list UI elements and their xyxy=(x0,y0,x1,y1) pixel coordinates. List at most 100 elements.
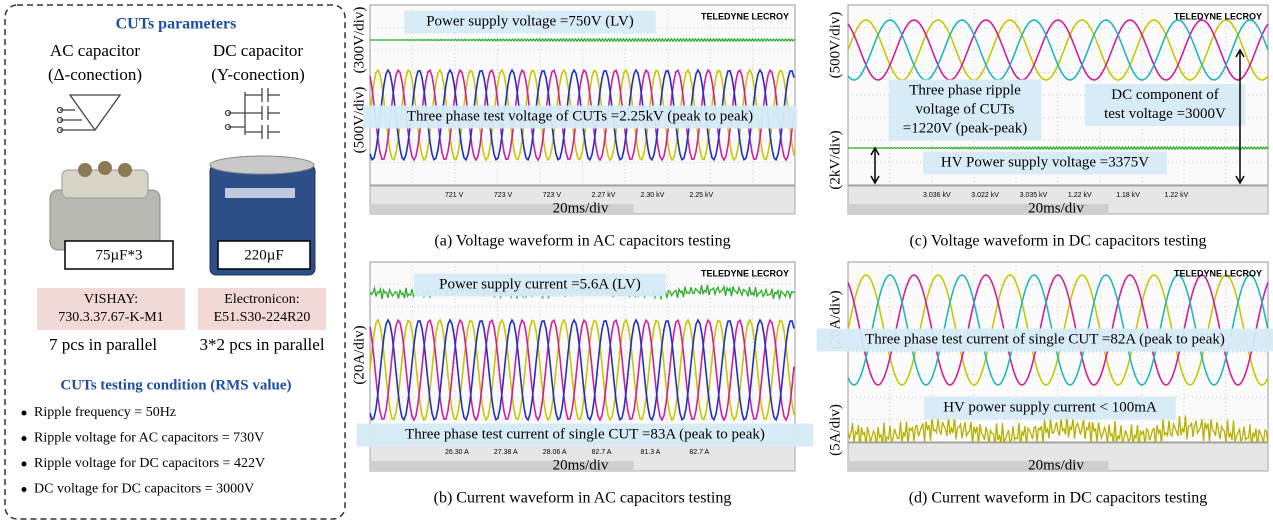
annotation: Three phase ripple xyxy=(909,82,1021,98)
annotation-box xyxy=(363,105,797,129)
annotation-box xyxy=(923,151,1167,175)
annotation: voltage of CUTs xyxy=(916,101,1015,117)
bullet xyxy=(21,410,27,416)
measure-value: 2.27 kV xyxy=(592,192,616,199)
ac-value: 75µF*3 xyxy=(96,247,143,263)
ac-capacitor-photo xyxy=(49,161,161,251)
measure-value: 2.30 kV xyxy=(641,192,665,199)
ac-connection: (Δ-conection) xyxy=(48,65,142,84)
y-scale-label: (20A/div) xyxy=(351,325,367,384)
waveform xyxy=(369,68,795,162)
measure-value: 1.22 kV xyxy=(1165,192,1189,199)
channel-strip xyxy=(370,461,634,471)
annotation-box xyxy=(414,273,666,297)
measure-value: 82.7 A xyxy=(592,449,612,456)
condition: Ripple frequency = 50Hz xyxy=(34,405,176,420)
ac-maker-box xyxy=(37,288,185,330)
arrow-head xyxy=(1235,48,1245,58)
panel-caption: (c) Voltage waveform in DC capacitors te… xyxy=(909,233,1206,250)
dc-maker: Electronicon: xyxy=(224,292,299,307)
annotation-box xyxy=(924,396,1176,420)
y-scale-label: (500V/div) xyxy=(827,12,843,79)
condition-title: CUTs testing condition (RMS value) xyxy=(60,377,291,393)
arrow-head xyxy=(1235,175,1245,185)
condition: DC voltage for DC capacitors = 3000V xyxy=(34,482,254,497)
waveform xyxy=(369,68,795,162)
dc-value-box xyxy=(217,240,311,270)
panel-caption: (b) Current waveform in AC capacitors te… xyxy=(434,490,732,507)
annotation-box xyxy=(888,79,1042,141)
scope-brand: TELEDYNE LECROY xyxy=(701,268,789,278)
panel-caption: (a) Voltage waveform in AC capacitors te… xyxy=(434,233,730,250)
time-scale: 20ms/div xyxy=(553,457,609,473)
bullet xyxy=(21,461,27,467)
time-scale: 20ms/div xyxy=(1028,200,1084,216)
waveform xyxy=(848,145,1269,151)
dc-value: 220µF xyxy=(244,247,284,263)
waveform xyxy=(847,274,1269,386)
ac-maker: 730.3.37.67-K-M1 xyxy=(58,310,163,325)
dc-maker-box xyxy=(198,288,326,330)
y-scale-label: (5A/div) xyxy=(827,404,843,456)
ac-label: AC capacitor xyxy=(50,41,140,60)
scope-brand: TELEDYNE LECROY xyxy=(1174,268,1262,278)
time-scale: 20ms/div xyxy=(1028,457,1084,473)
measure-value: 26.30 A xyxy=(445,449,469,456)
panel-caption: (d) Current waveform in DC capacitors te… xyxy=(909,490,1208,507)
annotation: Three phase test voltage of CUTs =2.25kV… xyxy=(407,108,753,124)
bullet xyxy=(21,487,27,492)
measure-value: 1.18 kV xyxy=(1116,192,1140,199)
section-title: CUTs parameters xyxy=(116,16,237,33)
waveform xyxy=(847,413,1269,450)
measure-value: 721 V xyxy=(445,192,464,199)
measure-value: 81.3 A xyxy=(641,449,661,456)
measure-value: 3.036 kV xyxy=(923,192,951,199)
dc-connection: (Y-conection) xyxy=(211,65,304,84)
channel-strip xyxy=(848,461,1109,471)
annotation: Power supply current =5.6A (LV) xyxy=(439,276,641,292)
measure-value: 3.022 kV xyxy=(971,192,999,199)
y-circuit xyxy=(224,88,280,139)
measure-value: 2.25 kV xyxy=(689,192,713,199)
bullet xyxy=(21,436,27,441)
waveform xyxy=(369,318,795,422)
measure-value: 28.06 A xyxy=(543,449,567,456)
waveform xyxy=(369,318,795,422)
y-scale-label: (300V/div) xyxy=(351,7,367,74)
measure-value: 723 V xyxy=(494,192,513,199)
y-scale-label: (500V/div) xyxy=(351,87,367,154)
condition: Ripple voltage for AC capacitors = 730V xyxy=(34,431,264,446)
annotation: Three phase test current of single CUT =… xyxy=(405,426,765,442)
scope-brand: TELEDYNE LECROY xyxy=(701,11,789,21)
waveform xyxy=(847,19,1269,81)
left-frame xyxy=(4,4,346,520)
annotation-box xyxy=(404,10,656,34)
arrow-head xyxy=(870,146,880,156)
annotation: Three phase test current of single CUT =… xyxy=(865,331,1225,347)
annotation: =1220V (peak-peak) xyxy=(903,120,1027,136)
ac-count: 7 pcs in parallel xyxy=(49,335,157,354)
ac-value-box xyxy=(64,240,174,270)
annotation: test voltage =3000V xyxy=(1104,106,1226,122)
annotation-box xyxy=(356,423,814,447)
dc-maker: E51.S30-224R20 xyxy=(214,310,311,325)
delta-circuit xyxy=(56,94,122,134)
scope-brand: TELEDYNE LECROY xyxy=(1174,11,1262,21)
measure-value: 82.7 A xyxy=(689,449,709,456)
annotation-box xyxy=(1084,84,1246,126)
time-scale: 20ms/div xyxy=(553,200,609,216)
y-scale-label: (2kV/div) xyxy=(827,130,843,189)
waveform xyxy=(369,318,795,422)
measure-value: 27.38 A xyxy=(494,449,518,456)
condition: Ripple voltage for DC capacitors = 422V xyxy=(34,456,265,471)
annotation: HV Power supply voltage =3375V xyxy=(941,154,1149,170)
measure-value: 3.035 kV xyxy=(1020,192,1048,199)
dc-label: DC capacitor xyxy=(213,41,303,60)
waveform xyxy=(370,37,795,43)
dc-count: 3*2 pcs in parallel xyxy=(199,335,324,354)
ac-maker: VISHAY: xyxy=(84,292,138,307)
annotation: Power supply voltage =750V (LV) xyxy=(426,13,634,29)
measure-value: 1.22 kV xyxy=(1068,192,1092,199)
measure-value: 723 V xyxy=(543,192,562,199)
